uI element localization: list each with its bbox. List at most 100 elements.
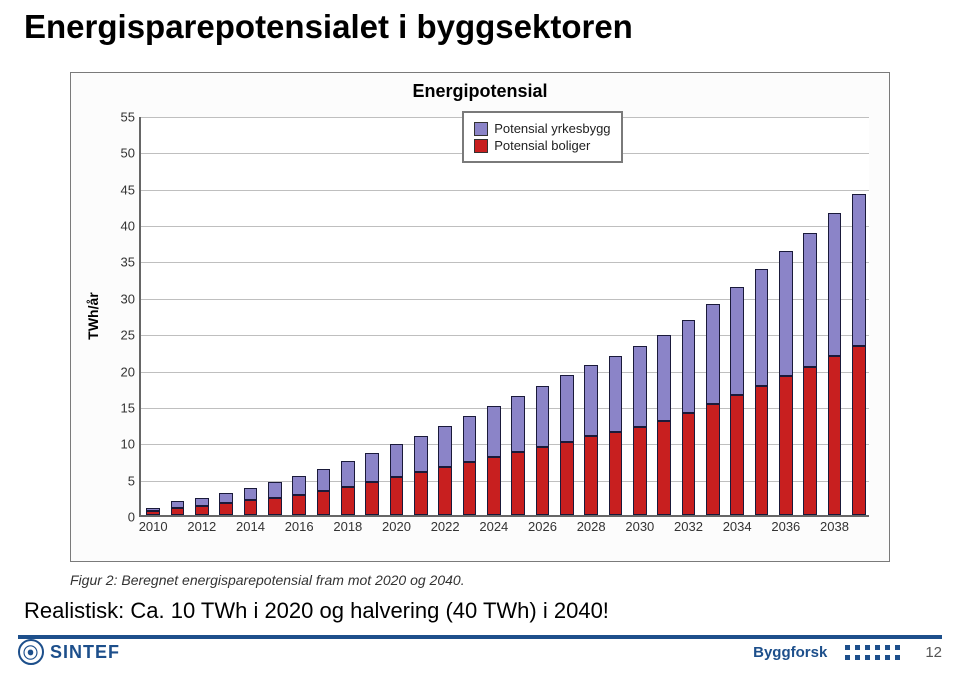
bar-seg-boliger — [414, 472, 427, 515]
footer-bar: ⦿ SINTEF Byggforsk 12 — [18, 635, 942, 665]
bar-seg-boliger — [536, 447, 549, 515]
y-tick-label: 55 — [121, 110, 135, 125]
x-tick-label: 2018 — [333, 519, 362, 534]
bar-group — [852, 194, 865, 515]
bar-seg-boliger — [317, 491, 330, 515]
bar-group — [682, 320, 695, 515]
bar-seg-boliger — [268, 498, 281, 515]
bar-seg-boliger — [365, 482, 378, 515]
bar-seg-yrkesbygg — [633, 346, 646, 427]
bar-seg-yrkesbygg — [755, 269, 768, 385]
bar-seg-yrkesbygg — [682, 320, 695, 413]
bar-seg-boliger — [146, 511, 159, 515]
bar-seg-boliger — [390, 477, 403, 515]
legend-row: Potensial boliger — [474, 138, 610, 153]
bar-seg-yrkesbygg — [803, 233, 816, 367]
x-tick-label: 2032 — [674, 519, 703, 534]
bar-seg-boliger — [560, 442, 573, 515]
bar-group — [511, 396, 524, 515]
bar-seg-yrkesbygg — [852, 194, 865, 347]
bar-seg-yrkesbygg — [195, 498, 208, 506]
x-tick-label: 2022 — [431, 519, 460, 534]
grid-line — [141, 262, 869, 263]
dot-icon — [875, 645, 880, 650]
bar-seg-boliger — [755, 386, 768, 515]
bar-group — [803, 233, 816, 515]
bar-group — [341, 461, 354, 515]
bar-seg-yrkesbygg — [584, 365, 597, 436]
bar-seg-boliger — [706, 404, 719, 515]
bar-group — [755, 269, 768, 515]
legend-label: Potensial yrkesbygg — [494, 121, 610, 136]
bar-seg-boliger — [292, 495, 305, 515]
x-tick-label: 2036 — [771, 519, 800, 534]
bar-seg-yrkesbygg — [390, 444, 403, 477]
dot-icon — [895, 645, 900, 650]
bar-group — [146, 508, 159, 515]
bar-seg-yrkesbygg — [560, 375, 573, 441]
page-title: Energisparepotensialet i byggsektoren — [24, 8, 633, 46]
bar-group — [779, 251, 792, 515]
bar-seg-boliger — [219, 503, 232, 515]
bar-seg-boliger — [487, 457, 500, 515]
bar-seg-boliger — [828, 356, 841, 515]
dot-icon — [855, 655, 860, 660]
bar-seg-boliger — [609, 432, 622, 515]
y-axis-label: TWh/år — [85, 292, 101, 339]
x-tick-label: 2012 — [187, 519, 216, 534]
grid-line — [141, 190, 869, 191]
bar-seg-yrkesbygg — [779, 251, 792, 376]
bar-seg-boliger — [463, 462, 476, 515]
bar-group — [268, 482, 281, 515]
dot-icon — [845, 645, 850, 650]
y-tick-label: 0 — [128, 510, 135, 525]
y-tick-label: 25 — [121, 328, 135, 343]
bar-group — [390, 444, 403, 515]
x-tick-label: 2024 — [479, 519, 508, 534]
dot-icon — [855, 645, 860, 650]
bar-seg-boliger — [584, 436, 597, 515]
bar-seg-yrkesbygg — [706, 304, 719, 404]
bar-seg-yrkesbygg — [146, 508, 159, 512]
bar-seg-yrkesbygg — [414, 436, 427, 472]
bar-seg-boliger — [730, 395, 743, 515]
x-tick-label: 2026 — [528, 519, 557, 534]
bar-seg-boliger — [171, 508, 184, 515]
bar-group — [171, 501, 184, 515]
bar-group — [536, 386, 549, 515]
bar-seg-yrkesbygg — [219, 493, 232, 503]
lab-text: Byggforsk — [753, 644, 827, 661]
bar-seg-boliger — [341, 487, 354, 515]
bar-seg-boliger — [511, 452, 524, 515]
y-tick-label: 15 — [121, 400, 135, 415]
dot-icon — [865, 655, 870, 660]
bar-seg-yrkesbygg — [171, 501, 184, 508]
y-tick-label: 50 — [121, 146, 135, 161]
x-tick-label: 2028 — [577, 519, 606, 534]
legend-swatch — [474, 122, 488, 136]
bar-seg-boliger — [682, 413, 695, 515]
figure-caption: Figur 2: Beregnet energisparepotensial f… — [70, 572, 465, 588]
bar-seg-yrkesbygg — [365, 453, 378, 482]
footer-right: Byggforsk 12 — [753, 644, 942, 661]
bar-seg-boliger — [852, 346, 865, 515]
dots-decoration — [845, 645, 907, 660]
bar-group — [317, 469, 330, 515]
y-tick-label: 40 — [121, 219, 135, 234]
chart-title: Energipotensial — [71, 73, 889, 102]
dot-icon — [895, 655, 900, 660]
bar-group — [365, 453, 378, 515]
bar-group — [828, 213, 841, 515]
x-tick-label: 2014 — [236, 519, 265, 534]
sintef-logo: ⦿ SINTEF — [18, 639, 120, 665]
bar-group — [244, 488, 257, 515]
bar-seg-yrkesbygg — [487, 406, 500, 457]
bar-group — [463, 416, 476, 515]
chart-container: Energipotensial TWh/år 05101520253035404… — [70, 72, 890, 562]
x-tick-label: 2030 — [625, 519, 654, 534]
bar-group — [633, 346, 646, 515]
dot-icon — [845, 655, 850, 660]
bar-seg-yrkesbygg — [657, 335, 670, 422]
legend-row: Potensial yrkesbygg — [474, 121, 610, 136]
bar-group — [584, 365, 597, 515]
